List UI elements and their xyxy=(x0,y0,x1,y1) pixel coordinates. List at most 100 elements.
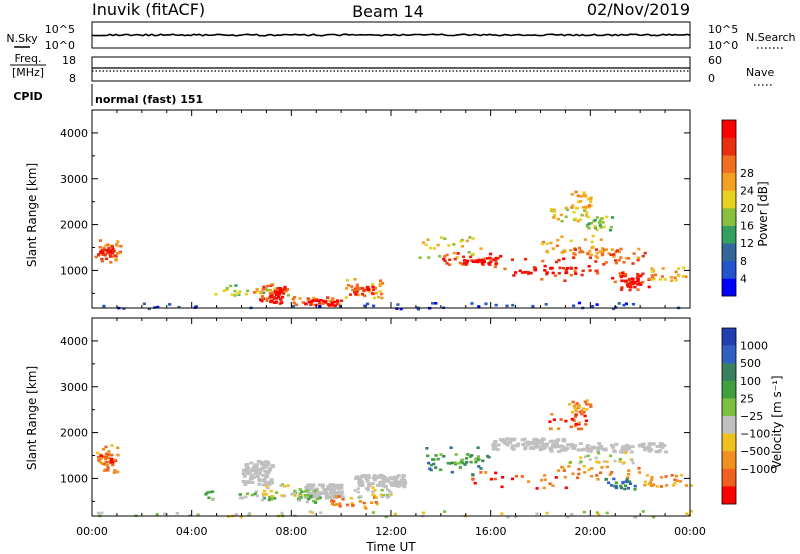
velocity-echo-cell xyxy=(652,483,656,486)
velocity-echo-cell xyxy=(510,477,515,481)
power-echo-cell xyxy=(565,208,570,212)
velocity-ground-scatter-cell xyxy=(392,481,397,485)
power-echo-cell xyxy=(588,249,592,253)
power-echo-cell xyxy=(614,261,619,265)
velocity-echo-cell xyxy=(351,503,355,507)
power-echo-cell xyxy=(590,240,594,244)
power-echo-cell xyxy=(260,299,264,303)
velocity-echo-cell xyxy=(371,493,375,496)
power-echo-cell xyxy=(494,259,498,262)
velocity-echo-cell xyxy=(449,446,453,449)
power-echo-cell xyxy=(652,277,656,281)
velocity-echo-cell xyxy=(99,454,103,458)
power-echo-cell xyxy=(448,263,452,266)
velocity-ground-scatter-cell xyxy=(492,441,497,445)
velocity-ground-scatter-cell xyxy=(637,443,642,447)
power-echo-cell xyxy=(273,289,277,293)
velocity-ground-scatter-cell xyxy=(264,472,269,476)
power-echo-cell xyxy=(643,251,647,255)
power-echo-cell xyxy=(462,262,466,265)
power-echo-cell xyxy=(262,291,266,295)
velocity-ground-scatter-cell xyxy=(260,461,265,465)
velocity-echo-cell xyxy=(101,448,106,451)
velocity-ground-scatter-cell xyxy=(262,465,267,469)
power-echo-cell xyxy=(632,281,636,285)
velocity-echo-cell xyxy=(583,471,587,474)
velocity-echo-cell xyxy=(465,461,469,464)
velocity-ground-scatter-cell xyxy=(402,478,406,482)
power-echo-cell xyxy=(593,218,597,222)
power-echo-cell xyxy=(482,260,486,264)
velocity-ground-scatter-cell xyxy=(373,476,378,480)
velocity-ground-scatter-cell xyxy=(330,483,335,487)
power-echo-cell xyxy=(464,263,468,266)
power-colorbar-tick-label: 8 xyxy=(740,255,747,268)
power-echo-cell xyxy=(529,271,533,275)
velocity-echo-cell xyxy=(309,494,313,498)
power-echo-cell xyxy=(396,303,400,306)
velocity-echo-cell xyxy=(476,446,480,449)
power-echo-cell xyxy=(619,256,623,259)
power-echo-cell xyxy=(532,266,536,269)
velocity-echo-cell xyxy=(282,494,286,498)
velocity-echo-cell xyxy=(364,507,368,510)
velocity-ground-scatter-cell xyxy=(258,468,263,472)
power-echo-cell xyxy=(614,259,618,262)
power-echo-cell xyxy=(348,293,353,296)
velocity-echo-cell xyxy=(280,511,284,515)
power-echo-cell xyxy=(479,247,483,250)
power-echo-cell xyxy=(555,244,559,248)
velocity-echo-cell xyxy=(293,494,297,497)
power-echo-cell xyxy=(636,256,641,260)
power-echo-cell xyxy=(572,211,576,214)
power-echo-cell xyxy=(588,269,592,272)
power-echo-cell xyxy=(560,219,564,223)
power-echo-cell xyxy=(574,266,578,270)
velocity-echo-cell xyxy=(597,513,601,516)
power-echo-cell xyxy=(570,193,574,196)
power-echo-cell xyxy=(355,290,359,294)
velocity-echo-cell xyxy=(310,511,315,514)
velocity-echo-cell xyxy=(270,495,274,498)
power-echo-cell xyxy=(583,193,587,197)
power-echo-cell xyxy=(465,239,469,243)
power-echo-cell xyxy=(550,266,554,270)
power-echo-cell xyxy=(307,300,311,304)
velocity-echo-cell xyxy=(442,455,446,458)
power-echo-cell xyxy=(378,290,382,293)
velocity-ground-scatter-cell xyxy=(537,439,542,443)
velocity-echo-cell xyxy=(514,474,519,478)
power-colorbar-swatch xyxy=(722,155,736,174)
velocity-echo-cell xyxy=(106,469,110,472)
power-echo-cell xyxy=(609,253,613,257)
velocity-ground-scatter-cell xyxy=(310,491,314,495)
velocity-ground-scatter-cell xyxy=(317,491,322,495)
velocity-echo-cell xyxy=(116,453,120,457)
power-echo-cell xyxy=(576,200,580,203)
power-frame xyxy=(91,109,691,309)
power-echo-cell xyxy=(554,260,559,264)
velocity-echo-cell xyxy=(362,501,366,505)
power-echo-cell xyxy=(471,237,475,240)
velocity-echo-cell xyxy=(582,510,586,514)
velocity-ground-scatter-cell xyxy=(505,443,510,447)
velocity-echo-cell xyxy=(305,489,309,492)
power-echo-cell xyxy=(571,204,575,207)
power-echo-cell xyxy=(230,293,234,296)
velocity-echo-cell xyxy=(605,511,609,515)
velocity-ground-scatter-cell xyxy=(561,445,566,449)
power-echo-cell xyxy=(558,266,562,270)
power-echo-cell xyxy=(628,284,632,287)
velocity-echo-cell xyxy=(458,466,462,469)
velocity-echo-cell xyxy=(659,485,663,488)
velocity-ground-scatter-cell xyxy=(503,442,508,445)
power-echo-cell xyxy=(587,265,591,268)
power-echo-cell xyxy=(572,304,576,308)
velocity-y-tick-label: 4000 xyxy=(60,335,88,348)
velocity-echo-cell xyxy=(375,502,379,506)
velocity-ground-scatter-cell xyxy=(563,446,568,450)
velocity-ground-scatter-cell xyxy=(332,495,337,498)
power-echo-cell xyxy=(306,297,310,301)
power-echo-cell xyxy=(556,217,560,221)
velocity-ground-scatter-cell xyxy=(339,483,344,487)
